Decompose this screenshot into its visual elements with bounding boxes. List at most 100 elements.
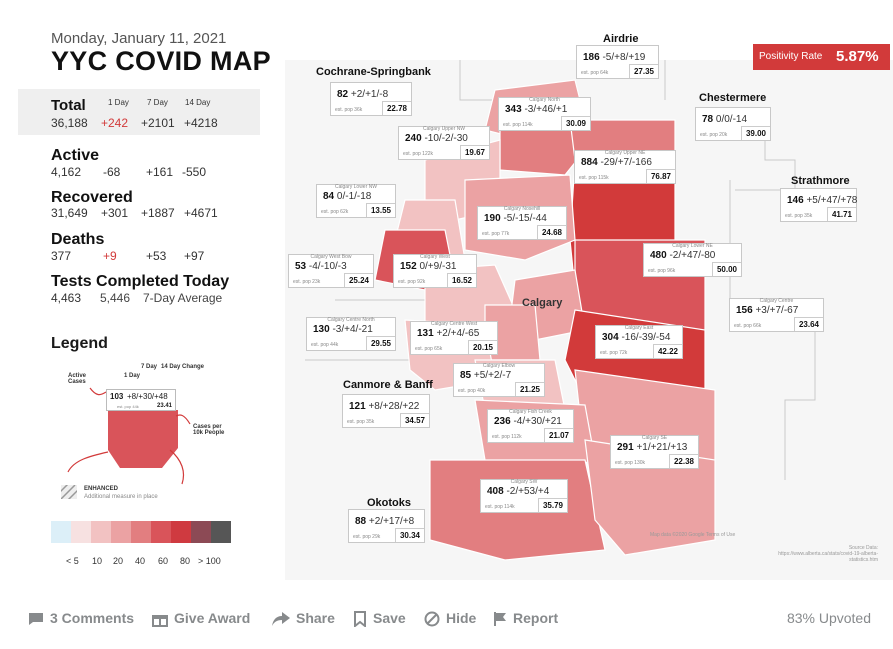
positivity-label: Positivity Rate xyxy=(759,51,823,62)
card-population: est. pop 122k xyxy=(403,151,434,157)
active-label: Active xyxy=(51,147,100,164)
card-cases: 53 -4/-10/-3 xyxy=(295,261,347,272)
gift-icon xyxy=(152,615,168,628)
region-name-airdrie: Airdrie xyxy=(603,33,639,45)
report-button[interactable]: Report xyxy=(493,610,558,627)
card-population: est. pop 112k xyxy=(492,434,522,440)
region-card: Calgary North 343 -3/+46/+1 est. pop 114k 3… xyxy=(498,97,591,131)
legend-arrow-shape xyxy=(169,449,185,485)
bookmark-icon xyxy=(354,611,366,628)
region-card: 78 0/0/-14 est. pop 20k 39.00 xyxy=(695,107,771,141)
save-button[interactable]: Save xyxy=(353,610,406,628)
total-14day: +4218 xyxy=(184,116,218,130)
card-change: -4/+30/+21 xyxy=(513,416,562,427)
card-per10k: 20.15 xyxy=(467,340,497,354)
card-caption: Calgary Lower NE xyxy=(672,243,713,249)
card-caption: Calgary Elbow xyxy=(482,363,516,369)
scale-label: > 100 xyxy=(198,556,221,566)
legend-cases-per: Cases per 10k People xyxy=(193,424,225,436)
give-award-button[interactable]: Give Award xyxy=(152,610,251,628)
region-card: Calgary East 304 -16/-39/-54 est. pop 72k 4… xyxy=(595,325,683,359)
legend-arrow-enhanced xyxy=(67,451,109,473)
share-button[interactable]: Share xyxy=(272,610,335,627)
card-case-count: 343 xyxy=(505,104,522,115)
scale-label: 20 xyxy=(113,556,124,566)
card-cases: 304 -16/-39/-54 xyxy=(602,332,670,343)
card-caption: Calgary SW xyxy=(510,479,538,485)
active-14day: -550 xyxy=(182,165,207,179)
legend-7day: 7 Day xyxy=(141,364,158,370)
card-cases: 85 +5/+2/-7 xyxy=(460,370,511,381)
card-cases: 291 +1/+21/+13 xyxy=(617,442,687,453)
card-change: +1/+21/+13 xyxy=(636,442,688,453)
legend-1day: 1 Day xyxy=(124,373,141,379)
card-per10k: 22.78 xyxy=(381,101,411,115)
card-case-count: 78 xyxy=(702,114,714,125)
card-population: est. pop 20k xyxy=(700,132,728,138)
region-name-calgary: Calgary xyxy=(522,297,563,309)
scale-swatch xyxy=(151,521,171,543)
card-change: -2/+53/+4 xyxy=(506,486,550,497)
card-population: est. pop 64k xyxy=(581,70,609,76)
share-icon xyxy=(272,612,290,627)
card-case-count: 146 xyxy=(787,195,804,206)
card-change: +5/+2/-7 xyxy=(473,370,512,381)
card-cases: 82 +2/+1/-8 xyxy=(337,89,388,100)
card-cases: 88 +2/+17/+8 xyxy=(355,516,414,527)
region-card: 121 +8/+28/+22 est. pop 35k 34.57 xyxy=(342,394,430,428)
card-case-count: 85 xyxy=(460,370,472,381)
scale-swatch xyxy=(171,521,191,543)
comments-label: 3 Comments xyxy=(50,610,135,626)
card-population: est. pop 115k xyxy=(579,175,609,181)
active-7day: +161 xyxy=(146,165,174,179)
region-card: Calgary Lower NW 84 0/-1/-18 est. pop 62k 1… xyxy=(316,184,396,218)
card-caption: Calgary Centre North xyxy=(327,317,375,323)
card-caption: Calgary Fish Creek xyxy=(509,409,552,415)
card-change: -5/-15/-44 xyxy=(503,213,547,224)
deaths-7day: +53 xyxy=(146,249,167,263)
card-case-count: 291 xyxy=(617,442,634,453)
region-card: Calgary West 152 0/+9/-31 est. pop 92k 16.5… xyxy=(393,254,477,288)
comments-button[interactable]: 3 Comments xyxy=(28,610,134,626)
scale-swatch xyxy=(91,521,111,543)
legend-arrow-per10k xyxy=(175,414,191,425)
card-cases: 152 0/+9/-31 xyxy=(400,261,456,272)
card-per10k: 24.68 xyxy=(536,225,566,239)
legend-sample-per10k: 23.41 xyxy=(156,403,172,409)
card-population: est. pop 35k xyxy=(347,419,375,425)
card-population: est. pop 36k xyxy=(335,107,363,113)
card-per10k: 25.24 xyxy=(343,273,373,287)
card-cases: 84 0/-1/-18 xyxy=(323,191,371,202)
deaths-14day: +97 xyxy=(184,249,205,263)
card-cases: 343 -3/+46/+1 xyxy=(505,104,567,115)
legend-sample-card: 103 +8/+30/+48 est. pop 44k 23.41 xyxy=(106,389,176,411)
region-card: Calgary Upper NE 884 -29/+7/-166 est. pop … xyxy=(574,150,676,184)
card-caption: Calgary Upper NE xyxy=(604,150,646,156)
card-per10k: 30.34 xyxy=(394,528,424,542)
legend-14day: 14 Day Change xyxy=(161,364,205,370)
recovered-value: 31,649 xyxy=(51,206,88,220)
region-card: Calgary Nosehill 190 -5/-15/-44 est. pop 7… xyxy=(477,206,567,240)
card-case-count: 884 xyxy=(581,157,598,168)
card-change: +2/+4/-65 xyxy=(436,328,480,339)
card-population: est. pop 62k xyxy=(321,209,349,215)
card-population: est. pop 72k xyxy=(600,350,628,356)
card-case-count: 121 xyxy=(349,401,366,412)
scale-swatch xyxy=(51,521,71,543)
card-change: +5/+47/+78 xyxy=(806,195,858,206)
card-per10k: 19.67 xyxy=(459,145,489,159)
hide-button[interactable]: Hide xyxy=(424,610,476,627)
positivity-value: 5.87% xyxy=(836,48,879,65)
card-case-count: 88 xyxy=(355,516,367,527)
card-cases: 131 +2/+4/-65 xyxy=(417,328,479,339)
card-change: 0/-1/-18 xyxy=(336,191,372,202)
card-change: 0/0/-14 xyxy=(715,114,748,125)
card-case-count: 152 xyxy=(400,261,417,272)
card-population: est. pop 29k xyxy=(353,534,381,540)
card-change: +2/+17/+8 xyxy=(368,516,415,527)
card-change: 0/+9/-31 xyxy=(419,261,457,272)
card-per10k: 29.55 xyxy=(365,336,395,350)
give-award-label: Give Award xyxy=(174,610,251,626)
total-value: 36,188 xyxy=(51,116,88,130)
